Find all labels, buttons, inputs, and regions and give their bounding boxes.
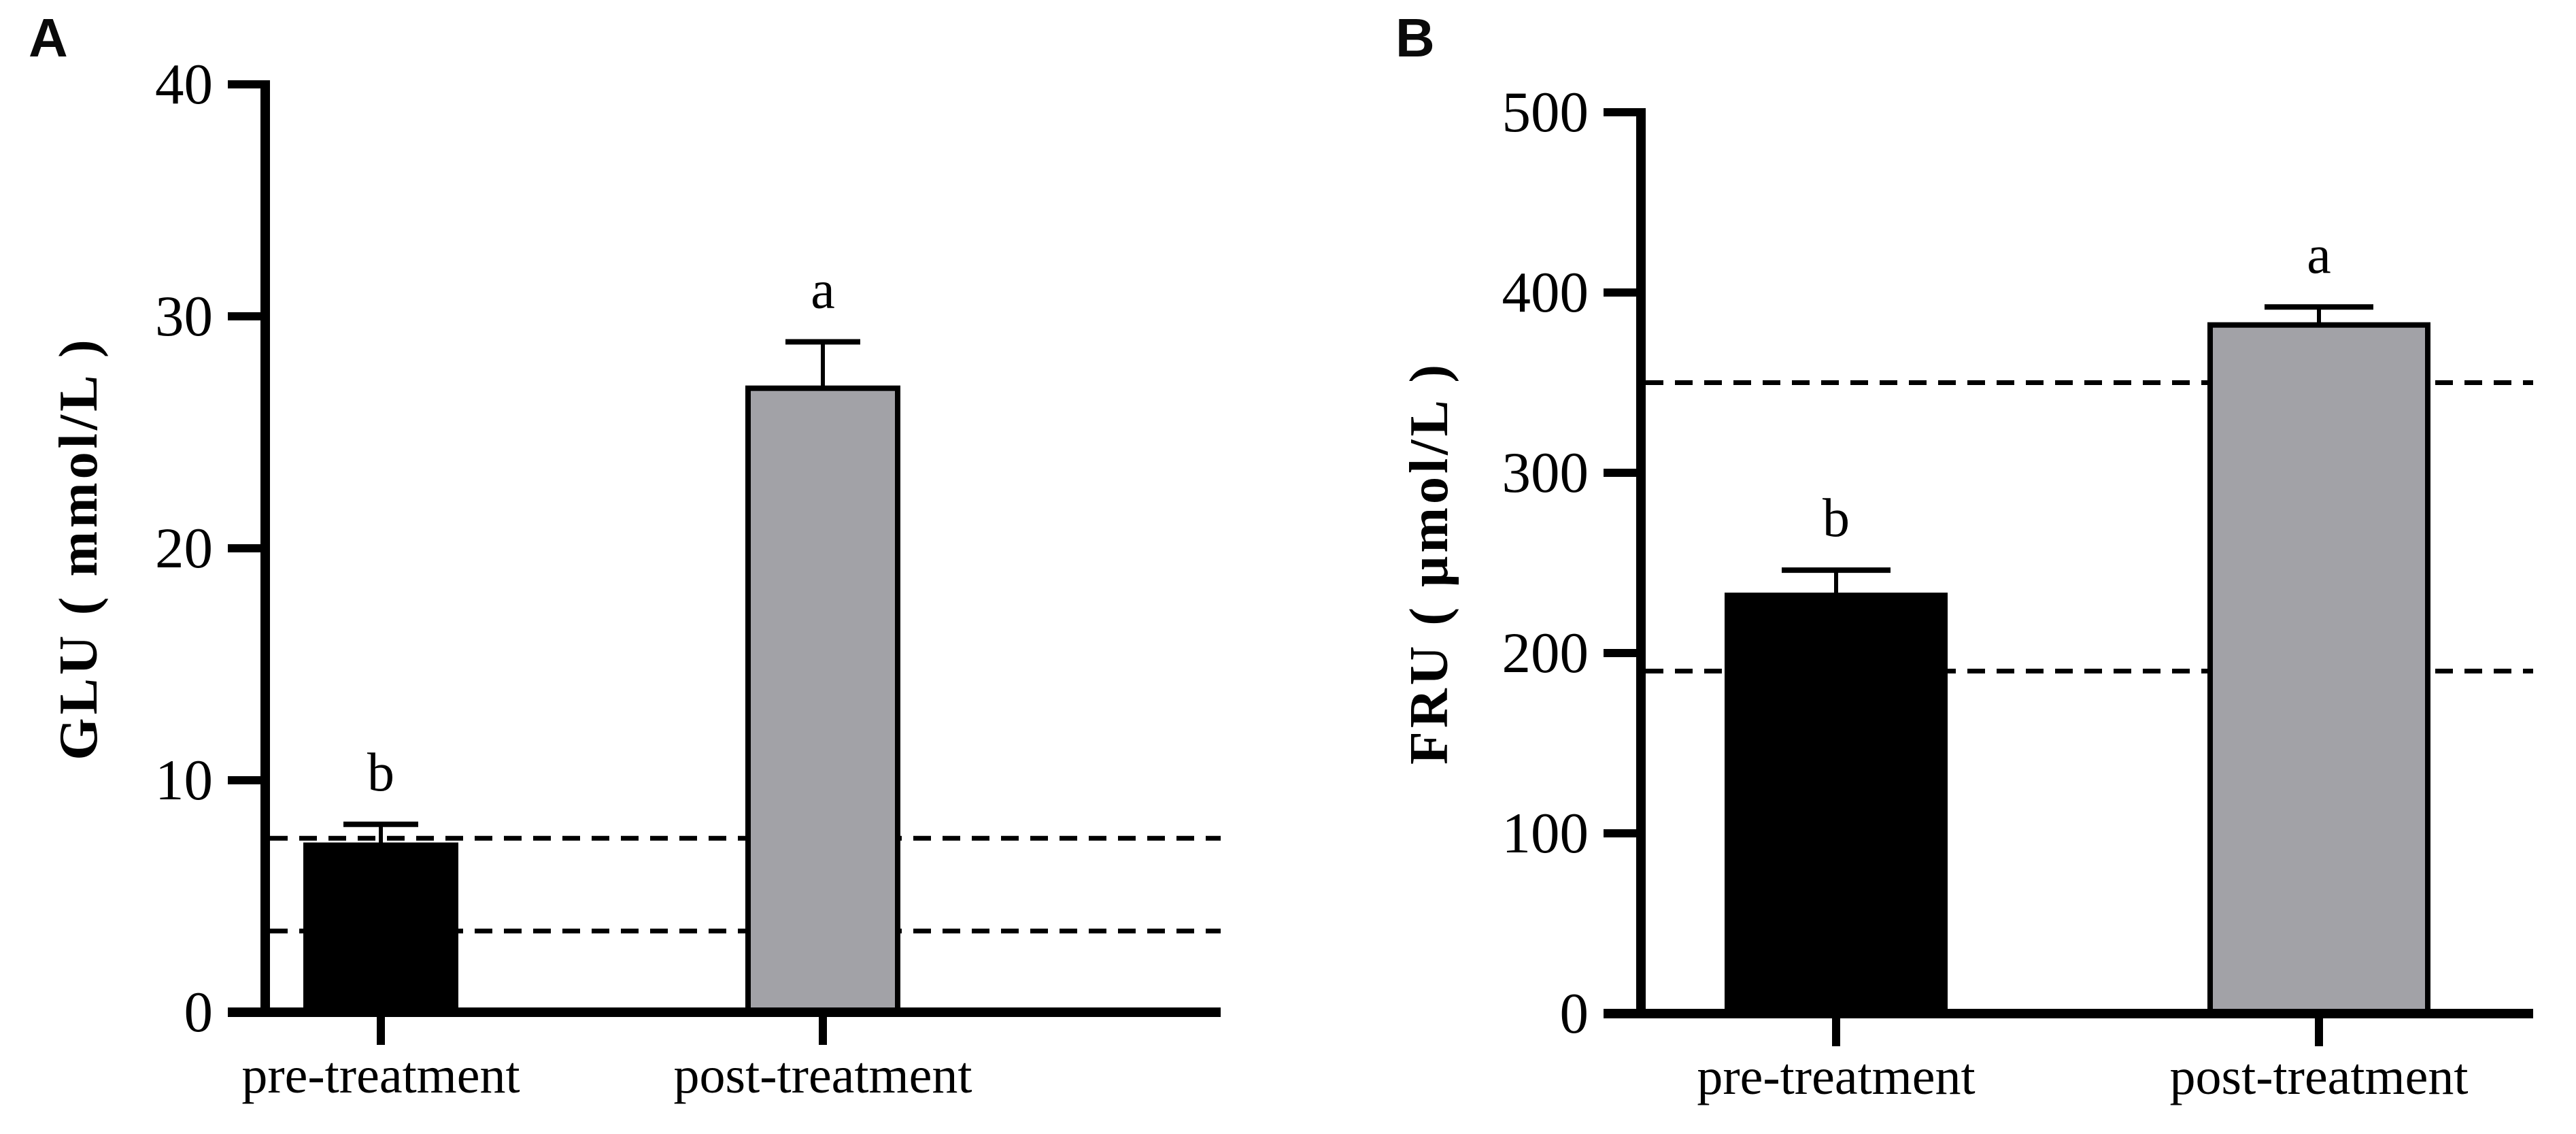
y-tick-label: 40 [155, 52, 213, 116]
category-label: pre-treatment [1697, 1048, 1975, 1105]
significance-letter: a [811, 261, 835, 320]
bar-post-treatment [2207, 322, 2430, 1016]
category-label: post-treatment [2170, 1048, 2469, 1105]
significance-letter: b [367, 743, 394, 803]
panel-A-plot: b pre-treatment a post-treatment 0 10 20 30 40 GL… [49, 52, 1221, 1104]
bar-post-treatment [745, 385, 900, 1015]
y-tick-label: 400 [1502, 261, 1589, 324]
category-label: pre-treatment [241, 1047, 520, 1104]
significance-letter: a [2307, 225, 2331, 285]
significance-letter: b [1823, 488, 1850, 548]
y-tick-label: 0 [184, 980, 214, 1044]
y-tick-label: 10 [155, 748, 213, 812]
y-tick-label: 0 [1560, 982, 1589, 1046]
y-tick-label: 20 [155, 516, 213, 580]
y-axis-title: FRU ( μmol/L ) [1400, 361, 1459, 765]
panel-letter-B: B [1395, 7, 1435, 68]
y-axis-title: GLU ( mmol/L ) [49, 336, 109, 760]
bar-pre-treatment [303, 842, 458, 1015]
panel-B-plot: b pre-treatment a post-treatment 0 100 200 300 4… [1400, 80, 2533, 1105]
y-tick-label: 200 [1502, 621, 1589, 685]
category-label: post-treatment [674, 1047, 972, 1104]
y-tick-label: 500 [1502, 80, 1589, 144]
panel-letter-A: A [29, 7, 68, 68]
y-tick-label: 30 [155, 284, 213, 348]
y-tick-label: 100 [1502, 801, 1589, 865]
bar-pre-treatment [1725, 593, 1948, 1016]
y-tick-label: 300 [1502, 441, 1589, 505]
